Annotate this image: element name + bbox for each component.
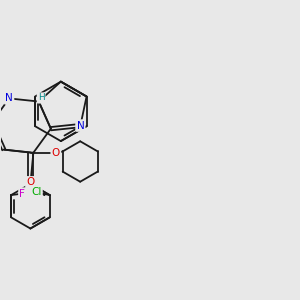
Text: Cl: Cl [31, 187, 41, 197]
Text: O: O [26, 177, 35, 187]
Text: N: N [76, 121, 84, 130]
Text: O: O [52, 148, 60, 158]
Text: H: H [38, 94, 44, 103]
Text: F: F [20, 189, 25, 199]
Text: N: N [5, 93, 13, 103]
